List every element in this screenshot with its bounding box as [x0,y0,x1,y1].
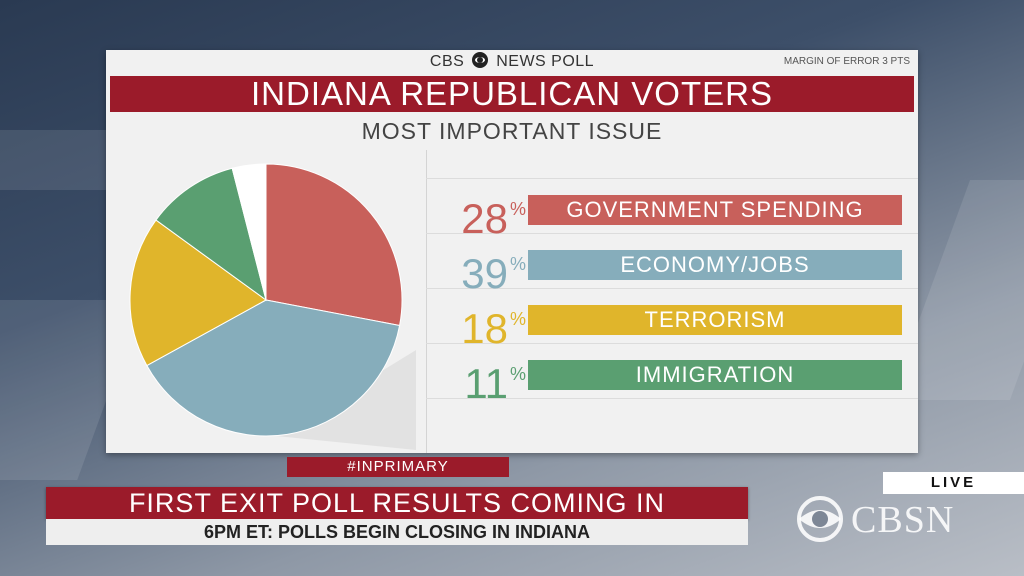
issue-row-immigration: 11% IMMIGRATION [436,353,906,405]
pct-value: 18% [461,305,526,352]
logo-text: CBSN [851,499,955,541]
pie-chart [129,163,416,450]
pct-value: 28% [461,195,526,242]
live-badge: LIVE [883,472,1024,494]
pct-value: 11% [464,360,526,407]
pie-slice-economy-jobs [146,299,401,437]
chart-title: INDIANA REPUBLICAN VOTERS [110,76,914,112]
chart-subtitle: MOST IMPORTANT ISSUE [361,118,663,144]
pie-slice-immigration [155,167,267,302]
cbs-eye-logo-icon [797,496,843,542]
lower-third-subline: 6PM ET: POLLS BEGIN CLOSING IN INDIANA [46,519,748,545]
lower-third-headline: FIRST EXIT POLL RESULTS COMING IN [46,487,748,519]
grid-line [426,343,918,344]
grid-line [426,233,918,234]
grid-divider [426,150,427,453]
poll-source: CBS NEWS POLL [106,52,918,74]
pie-slice-government-spending [265,163,403,327]
grid-line [426,178,918,179]
pie-slice-remainder [231,163,267,301]
cbs-eye-icon [472,52,489,68]
poll-graphic-card: CBS NEWS POLL MARGIN OF ERROR 3 PTS INDI… [106,50,918,453]
issue-bar: GOVERNMENT SPENDING [528,195,902,225]
issue-row-government-spending: 28% GOVERNMENT SPENDING [436,188,906,240]
grid-line [426,288,918,289]
issue-bar: ECONOMY/JOBS [528,250,902,280]
grid-line [426,398,918,399]
poll-source-cbs: CBS [429,53,465,70]
issue-row-terrorism: 18% TERRORISM [436,298,906,350]
hashtag-banner: #INPRIMARY [287,457,509,477]
issue-bar: IMMIGRATION [528,360,902,390]
issue-row-economy-jobs: 39% ECONOMY/JOBS [436,243,906,295]
poll-source-label: NEWS POLL [496,53,595,70]
margin-of-error: MARGIN OF ERROR 3 PTS [783,56,910,67]
cbsn-logo: CBSN [793,496,993,546]
pct-value: 39% [461,250,526,297]
issue-bar: TERRORISM [528,305,902,335]
pie-slice-terrorism [129,219,267,367]
